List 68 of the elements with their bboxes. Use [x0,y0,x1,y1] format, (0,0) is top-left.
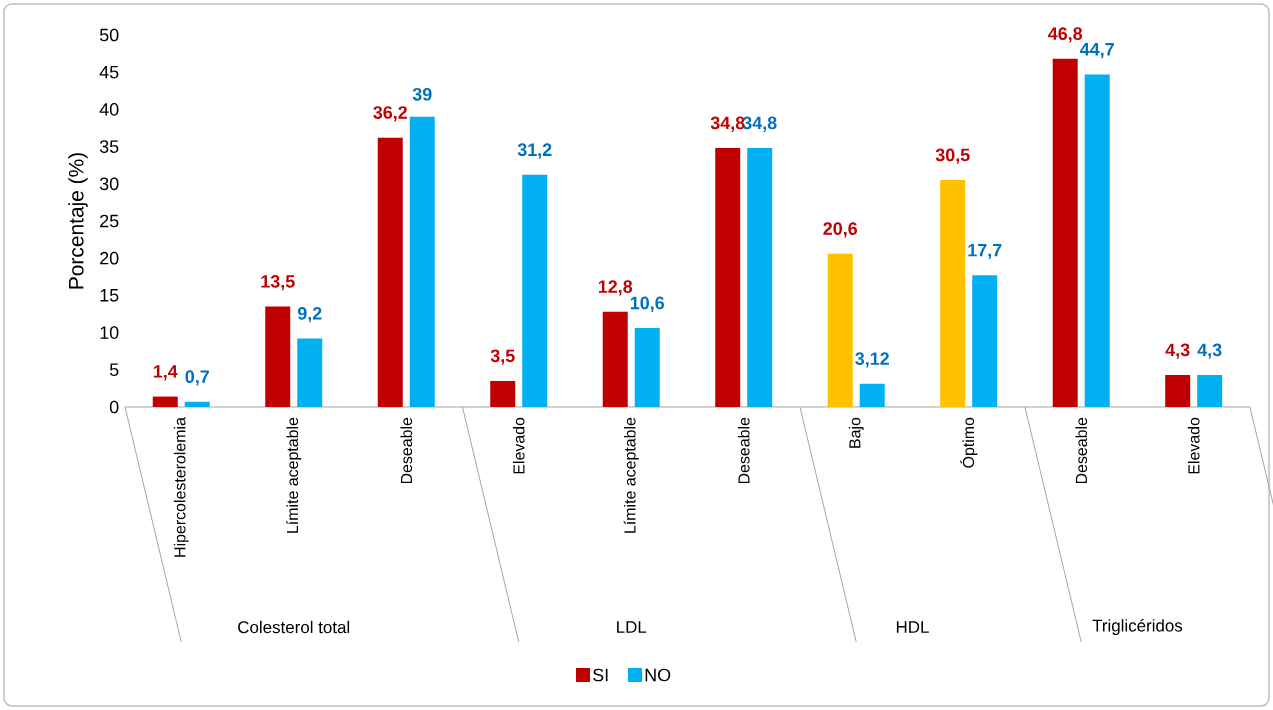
data-label: 1,4 [153,365,178,381]
bar [184,401,210,407]
text: LDL [617,621,647,633]
x-tick-label: Elevado [1187,417,1200,474]
legend-label: SI [593,668,608,682]
y-tick-label: 40 [99,103,119,116]
y-tick-label: 20 [100,251,119,265]
data-label: 36,2 [373,106,407,122]
data-label: 0,7 [185,370,209,386]
bar [602,311,628,407]
x-tick-label: Hipercolesterolemia [173,417,189,557]
data-label: 9,2 [297,307,322,323]
data-label: 46,8 [1048,27,1083,43]
x-tick-label: Deseable [1075,417,1088,484]
y-tick-label: 15 [100,289,119,302]
bar [940,180,966,407]
data-label: 34,8 [742,116,777,132]
y-tick-label: 35 [99,140,119,153]
bar [1165,374,1191,407]
data-label: 44,7 [1080,43,1114,59]
bar [377,137,403,407]
data-label: 34,8 [710,116,745,132]
x-tick-label: Deseable [737,417,750,484]
data-label: 3,12 [855,352,889,368]
data-label: 4,3 [1165,343,1190,359]
bar [1084,74,1110,407]
x-tick-label: Límite aceptable [623,417,639,533]
data-label: 17,7 [968,243,1002,260]
text: HDL [896,621,929,633]
text: Triglicéridos [1092,619,1183,635]
bar [827,253,853,407]
data-label: 13,5 [261,275,295,291]
data-label: 39 [412,87,432,101]
y-tick-label: 5 [109,363,119,377]
bar [152,396,178,407]
x-tick-label: Elevado [512,417,525,474]
bar [1052,58,1078,407]
y-axis-title: Porcentaje (%) [68,153,88,289]
y-tick-label: 0 [109,400,119,414]
data-label: 31,2 [517,143,552,159]
x-tick-label: Límite aceptable [286,417,302,533]
data-label: 30,5 [935,148,970,164]
x-tick-label: Deseable [400,417,413,484]
data-label: 10,6 [630,296,665,312]
data-label: 3,5 [490,349,515,365]
bar [859,383,885,407]
bar [490,380,516,407]
bar [297,338,323,407]
y-tick-label: 45 [99,65,119,79]
bar [747,148,773,407]
bar [634,328,660,407]
bar [972,275,998,407]
y-tick-label: 50 [99,28,119,42]
text: Colesterol total [238,620,350,634]
bar [265,306,291,407]
bar [715,148,741,407]
x-tick-label: Bajo [848,417,864,448]
y-tick-label: 10 [100,326,119,339]
data-label: 20,6 [823,222,858,238]
bar [522,174,548,407]
y-tick-label: 30 [99,177,119,191]
bar [1197,374,1223,407]
x-tick-label: Óptimo [960,417,978,468]
bar [409,116,435,407]
data-label: 4,3 [1197,343,1222,359]
legend-label: NO [645,668,671,682]
data-label: 12,8 [598,280,633,296]
y-tick-label: 25 [100,214,119,228]
